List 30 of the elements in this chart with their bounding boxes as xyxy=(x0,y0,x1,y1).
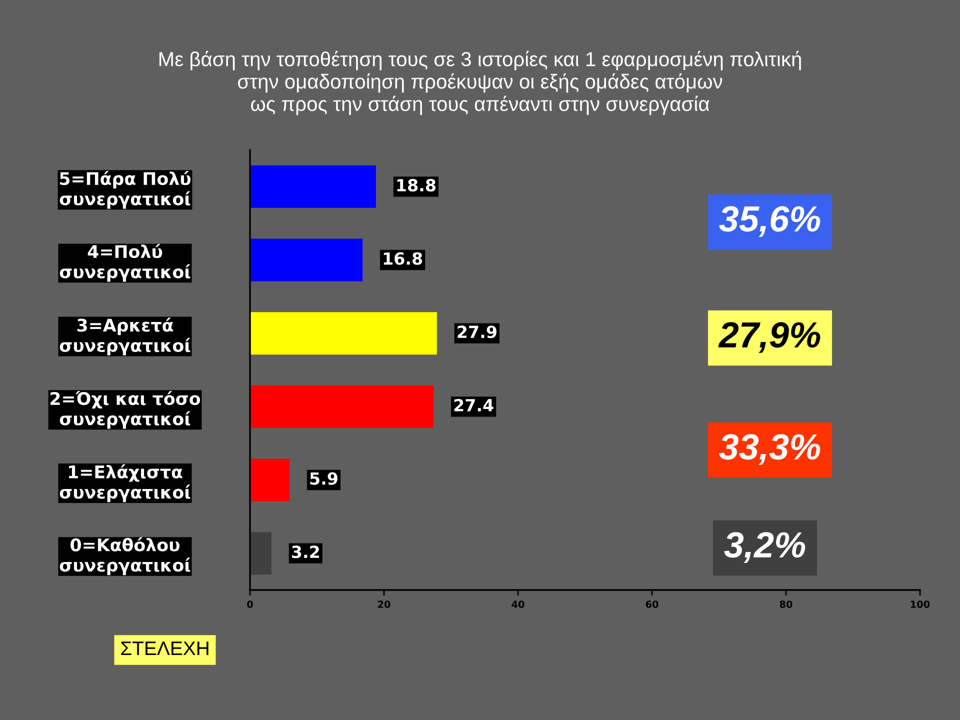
x-tick-label: 60 xyxy=(646,600,658,608)
bar xyxy=(250,458,290,502)
x-tick-label: 40 xyxy=(512,600,524,608)
data-label: 3.2 xyxy=(292,546,319,558)
annotation: 33,3% xyxy=(719,434,820,465)
y-tick-label: 4=Πολύ συνεργατικοί xyxy=(60,244,190,282)
x-tick-label: 20 xyxy=(378,600,390,608)
x-tick-label: 100 xyxy=(910,600,930,608)
bar xyxy=(250,385,434,428)
data-label: 18.8 xyxy=(397,178,436,192)
y-tick-label: 1=Ελάχιστα συνεργατικοί xyxy=(60,464,190,502)
x-tick-label: 0 xyxy=(247,600,253,608)
x-tick-label: 80 xyxy=(780,600,792,608)
bar xyxy=(250,165,376,208)
y-tick-label: 5=Πάρα Πολύ συνεργατικοί xyxy=(60,170,191,209)
chart-title: Με βάση την τοποθέτηση τους σε 3 ιστορίες και 1 εφαρμοσμένη πολιτική στην ομαδοποίηση προέκυψαν οι εξής ομάδες ατόμων ως προς την στάση τους απέναντι στην συνεργασία xyxy=(159,50,801,116)
annotation: 3,2% xyxy=(724,532,806,563)
bar xyxy=(250,312,437,355)
y-tick-label: 2=Όχι και τόσο συνεργατικοί xyxy=(50,390,200,429)
annotation: 35,6% xyxy=(719,206,820,237)
bar xyxy=(250,238,363,282)
annotation: 27,9% xyxy=(718,322,820,353)
bar xyxy=(250,532,272,575)
data-label: 5.9 xyxy=(310,472,338,485)
text: ΣΤΕΛΕΧΗ xyxy=(121,642,208,656)
y-tick-label: 3=Αρκετά συνεργατικοί xyxy=(60,318,190,356)
data-label: 27.4 xyxy=(454,398,494,412)
data-label: 27.9 xyxy=(458,326,496,338)
y-tick-label: 0=Καθόλου συνεργατικοί xyxy=(60,537,190,576)
data-label: 16.8 xyxy=(384,252,422,265)
